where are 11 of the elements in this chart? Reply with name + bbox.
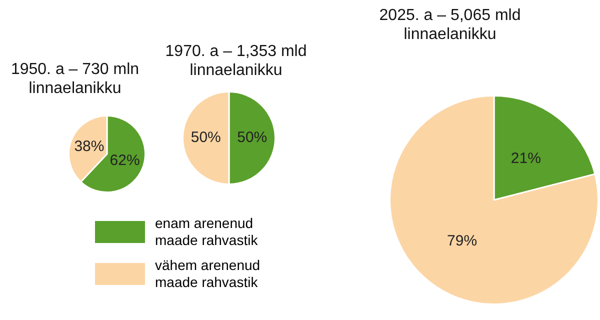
chart-title: 1950. a – 730 mln linnaelanikku — [10, 60, 140, 98]
data-label: 21% — [510, 150, 541, 167]
legend-label: enam arenenud maade rahvastik — [155, 215, 258, 249]
data-label: 50% — [190, 129, 221, 146]
data-label: 38% — [74, 138, 104, 156]
chart-title: 1970. a – 1,353 mld linnaelanikku — [164, 42, 308, 80]
data-label: 62% — [110, 152, 140, 170]
data-label: 79% — [447, 232, 478, 250]
chart-title: 2025. a – 5,065 mld linnaelanikku — [378, 6, 522, 44]
legend-label: vähem arenenud maade rahvastik — [155, 257, 260, 291]
data-label: 50% — [237, 129, 268, 146]
